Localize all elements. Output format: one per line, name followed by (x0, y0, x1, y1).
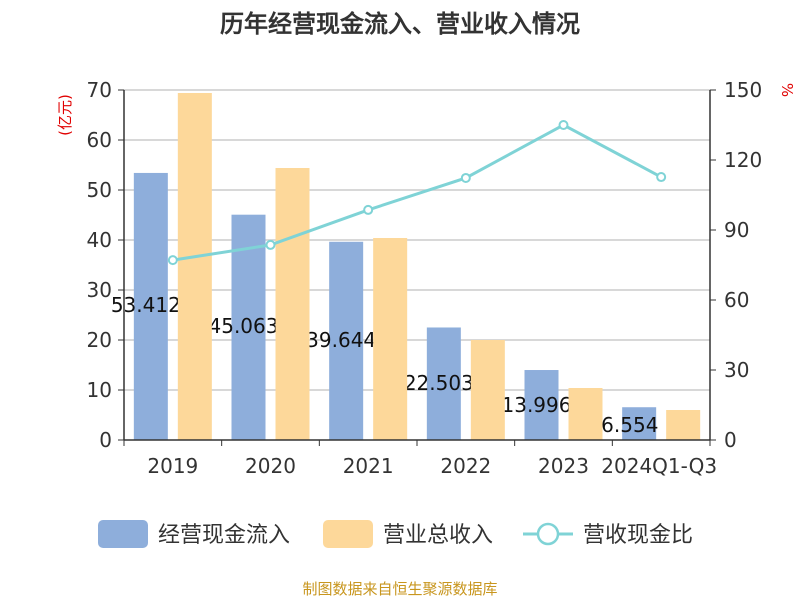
bar-revenue (666, 410, 701, 440)
right-tick-label: 150 (724, 78, 762, 102)
right-tick-label: 90 (724, 218, 749, 242)
x-tick-label: 2022 (440, 454, 491, 478)
legend-swatch-revenue (323, 520, 373, 548)
left-tick-label: 70 (87, 78, 112, 102)
bar-revenue (177, 93, 212, 440)
left-axis-label: (亿元) (56, 94, 74, 136)
bar-data-label: 45.063 (209, 314, 279, 338)
bar-cash-inflow (329, 241, 364, 440)
bar-revenue (373, 238, 408, 440)
line-point (656, 172, 667, 183)
line-point (167, 255, 178, 266)
line-point (460, 172, 471, 183)
x-tick-label: 2023 (538, 454, 589, 478)
legend-swatch-ratio-marker (536, 522, 560, 546)
bar-cash-inflow (231, 214, 266, 440)
bar-data-label: 6.554 (601, 413, 658, 437)
bar-cash-inflow (622, 407, 657, 440)
bar-revenue (568, 388, 603, 440)
line-cash-ratio (172, 123, 662, 262)
line-point (558, 120, 569, 130)
line-point (265, 239, 276, 250)
bar-revenue (470, 340, 505, 440)
bar-data-label: 13.996 (502, 393, 572, 417)
right-tick-label: 30 (724, 358, 749, 382)
line-point (363, 204, 374, 215)
x-tick-label: 2020 (245, 454, 296, 478)
left-tick-label: 40 (87, 228, 112, 252)
x-tick-label: 2021 (343, 454, 394, 478)
left-tick-label: 50 (87, 178, 112, 202)
right-axis-label: % (778, 83, 796, 97)
bar-data-label: 22.503 (404, 371, 474, 395)
left-tick-label: 0 (99, 428, 112, 452)
right-tick-label: 0 (724, 428, 737, 452)
legend-label: 营收现金比 (583, 523, 693, 548)
x-tick-label: 2019 (147, 454, 198, 478)
right-tick-label: 60 (724, 288, 749, 312)
chart-title: 历年经营现金流入、营业收入情况 (220, 10, 580, 38)
left-tick-label: 30 (87, 278, 112, 302)
legend-swatch-cash-inflow (98, 520, 148, 548)
left-tick-label: 10 (87, 378, 112, 402)
x-tick-label: 2024Q1-Q3 (601, 454, 717, 478)
bar-cash-inflow (524, 370, 559, 440)
footer-source: 制图数据来自恒生聚源数据库 (302, 580, 497, 598)
bar-cash-inflow (133, 172, 168, 440)
left-tick-label: 60 (87, 128, 112, 152)
bar-data-label: 53.412 (111, 293, 181, 317)
bar-data-label: 39.644 (306, 328, 376, 352)
legend-label: 经营现金流入 (158, 523, 290, 548)
legend-label: 营业总收入 (383, 523, 493, 548)
right-tick-label: 120 (724, 148, 762, 172)
bar-cash-inflow (426, 327, 461, 440)
left-tick-label: 20 (87, 328, 112, 352)
bar-revenue (275, 168, 310, 440)
